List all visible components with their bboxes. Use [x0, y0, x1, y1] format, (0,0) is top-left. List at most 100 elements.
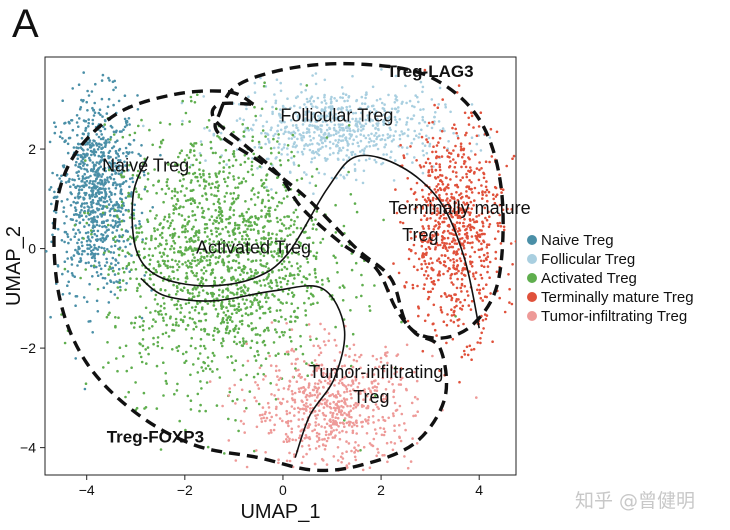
data-point: [260, 146, 263, 149]
data-point: [86, 148, 89, 151]
data-point: [468, 142, 472, 145]
data-point: [93, 173, 96, 176]
data-point: [448, 242, 452, 246]
data-point: [457, 269, 460, 273]
data-point: [393, 101, 397, 104]
data-point: [83, 181, 87, 184]
data-point: [311, 74, 314, 77]
watermark: 知乎 @曾健明: [575, 490, 696, 512]
data-point: [459, 286, 463, 290]
data-point: [250, 260, 253, 263]
data-point: [245, 298, 248, 302]
data-point: [373, 158, 377, 162]
data-point: [117, 159, 120, 162]
data-point: [400, 102, 404, 105]
data-point: [416, 95, 419, 99]
data-point: [375, 389, 379, 393]
data-point: [356, 385, 360, 389]
data-point: [268, 141, 271, 144]
data-point: [338, 421, 342, 425]
data-point: [241, 237, 244, 241]
data-point: [338, 134, 342, 138]
data-point: [109, 138, 112, 141]
data-point: [215, 404, 219, 407]
data-point: [77, 228, 80, 232]
data-point: [115, 184, 118, 187]
data-point: [401, 146, 404, 149]
data-point: [189, 245, 192, 248]
data-point: [193, 259, 197, 263]
data-point: [286, 97, 289, 100]
data-point: [234, 268, 237, 272]
data-point: [317, 404, 320, 407]
data-point: [455, 250, 459, 253]
data-point: [118, 281, 121, 285]
data-point: [318, 134, 321, 137]
data-point: [216, 134, 219, 138]
data-point: [189, 197, 193, 200]
data-point: [86, 231, 90, 234]
data-point: [398, 435, 401, 439]
data-point: [452, 264, 455, 267]
data-point: [271, 293, 274, 296]
data-point: [144, 306, 148, 310]
data-point: [135, 277, 138, 281]
data-point: [293, 220, 296, 223]
data-point: [361, 102, 364, 105]
data-point: [218, 170, 221, 173]
data-point: [119, 185, 122, 188]
data-point: [255, 341, 259, 345]
data-point: [74, 248, 77, 252]
data-point: [152, 336, 155, 340]
data-point: [335, 413, 339, 416]
data-point: [330, 105, 334, 108]
data-point: [202, 173, 205, 177]
data-point: [360, 420, 363, 424]
data-point: [303, 231, 306, 234]
data-point: [213, 194, 216, 197]
data-point: [154, 293, 158, 297]
data-point: [394, 74, 398, 78]
data-point: [278, 335, 282, 339]
data-point: [372, 396, 375, 399]
data-point: [262, 329, 266, 333]
data-point: [113, 293, 117, 296]
data-point: [357, 159, 361, 162]
data-point: [314, 257, 318, 261]
data-point: [450, 232, 453, 235]
data-point: [296, 316, 299, 319]
data-point: [90, 189, 93, 193]
data-point: [382, 400, 386, 404]
data-point: [310, 373, 314, 377]
data-point: [393, 372, 397, 376]
data-point: [450, 192, 453, 196]
data-point: [107, 250, 111, 253]
data-point: [223, 452, 226, 455]
data-point: [319, 114, 323, 117]
data-point: [97, 135, 101, 139]
data-point: [456, 252, 459, 256]
data-point: [470, 299, 474, 303]
data-point: [75, 121, 79, 124]
data-point: [305, 84, 309, 87]
data-point: [345, 154, 348, 157]
data-point: [244, 312, 248, 315]
data-point: [217, 221, 221, 225]
data-point: [124, 146, 128, 150]
data-point: [351, 117, 354, 121]
data-point: [484, 185, 488, 189]
data-point: [450, 314, 454, 317]
data-point: [204, 409, 207, 413]
data-point: [220, 247, 223, 250]
data-point: [392, 262, 395, 265]
data-point: [373, 385, 377, 388]
data-point: [184, 328, 188, 331]
data-point: [238, 240, 241, 244]
data-point: [326, 404, 329, 408]
data-point: [161, 226, 165, 230]
data-point: [175, 346, 178, 349]
data-point: [451, 126, 454, 130]
data-point: [459, 216, 462, 220]
data-point: [332, 142, 335, 146]
data-point: [311, 302, 315, 306]
